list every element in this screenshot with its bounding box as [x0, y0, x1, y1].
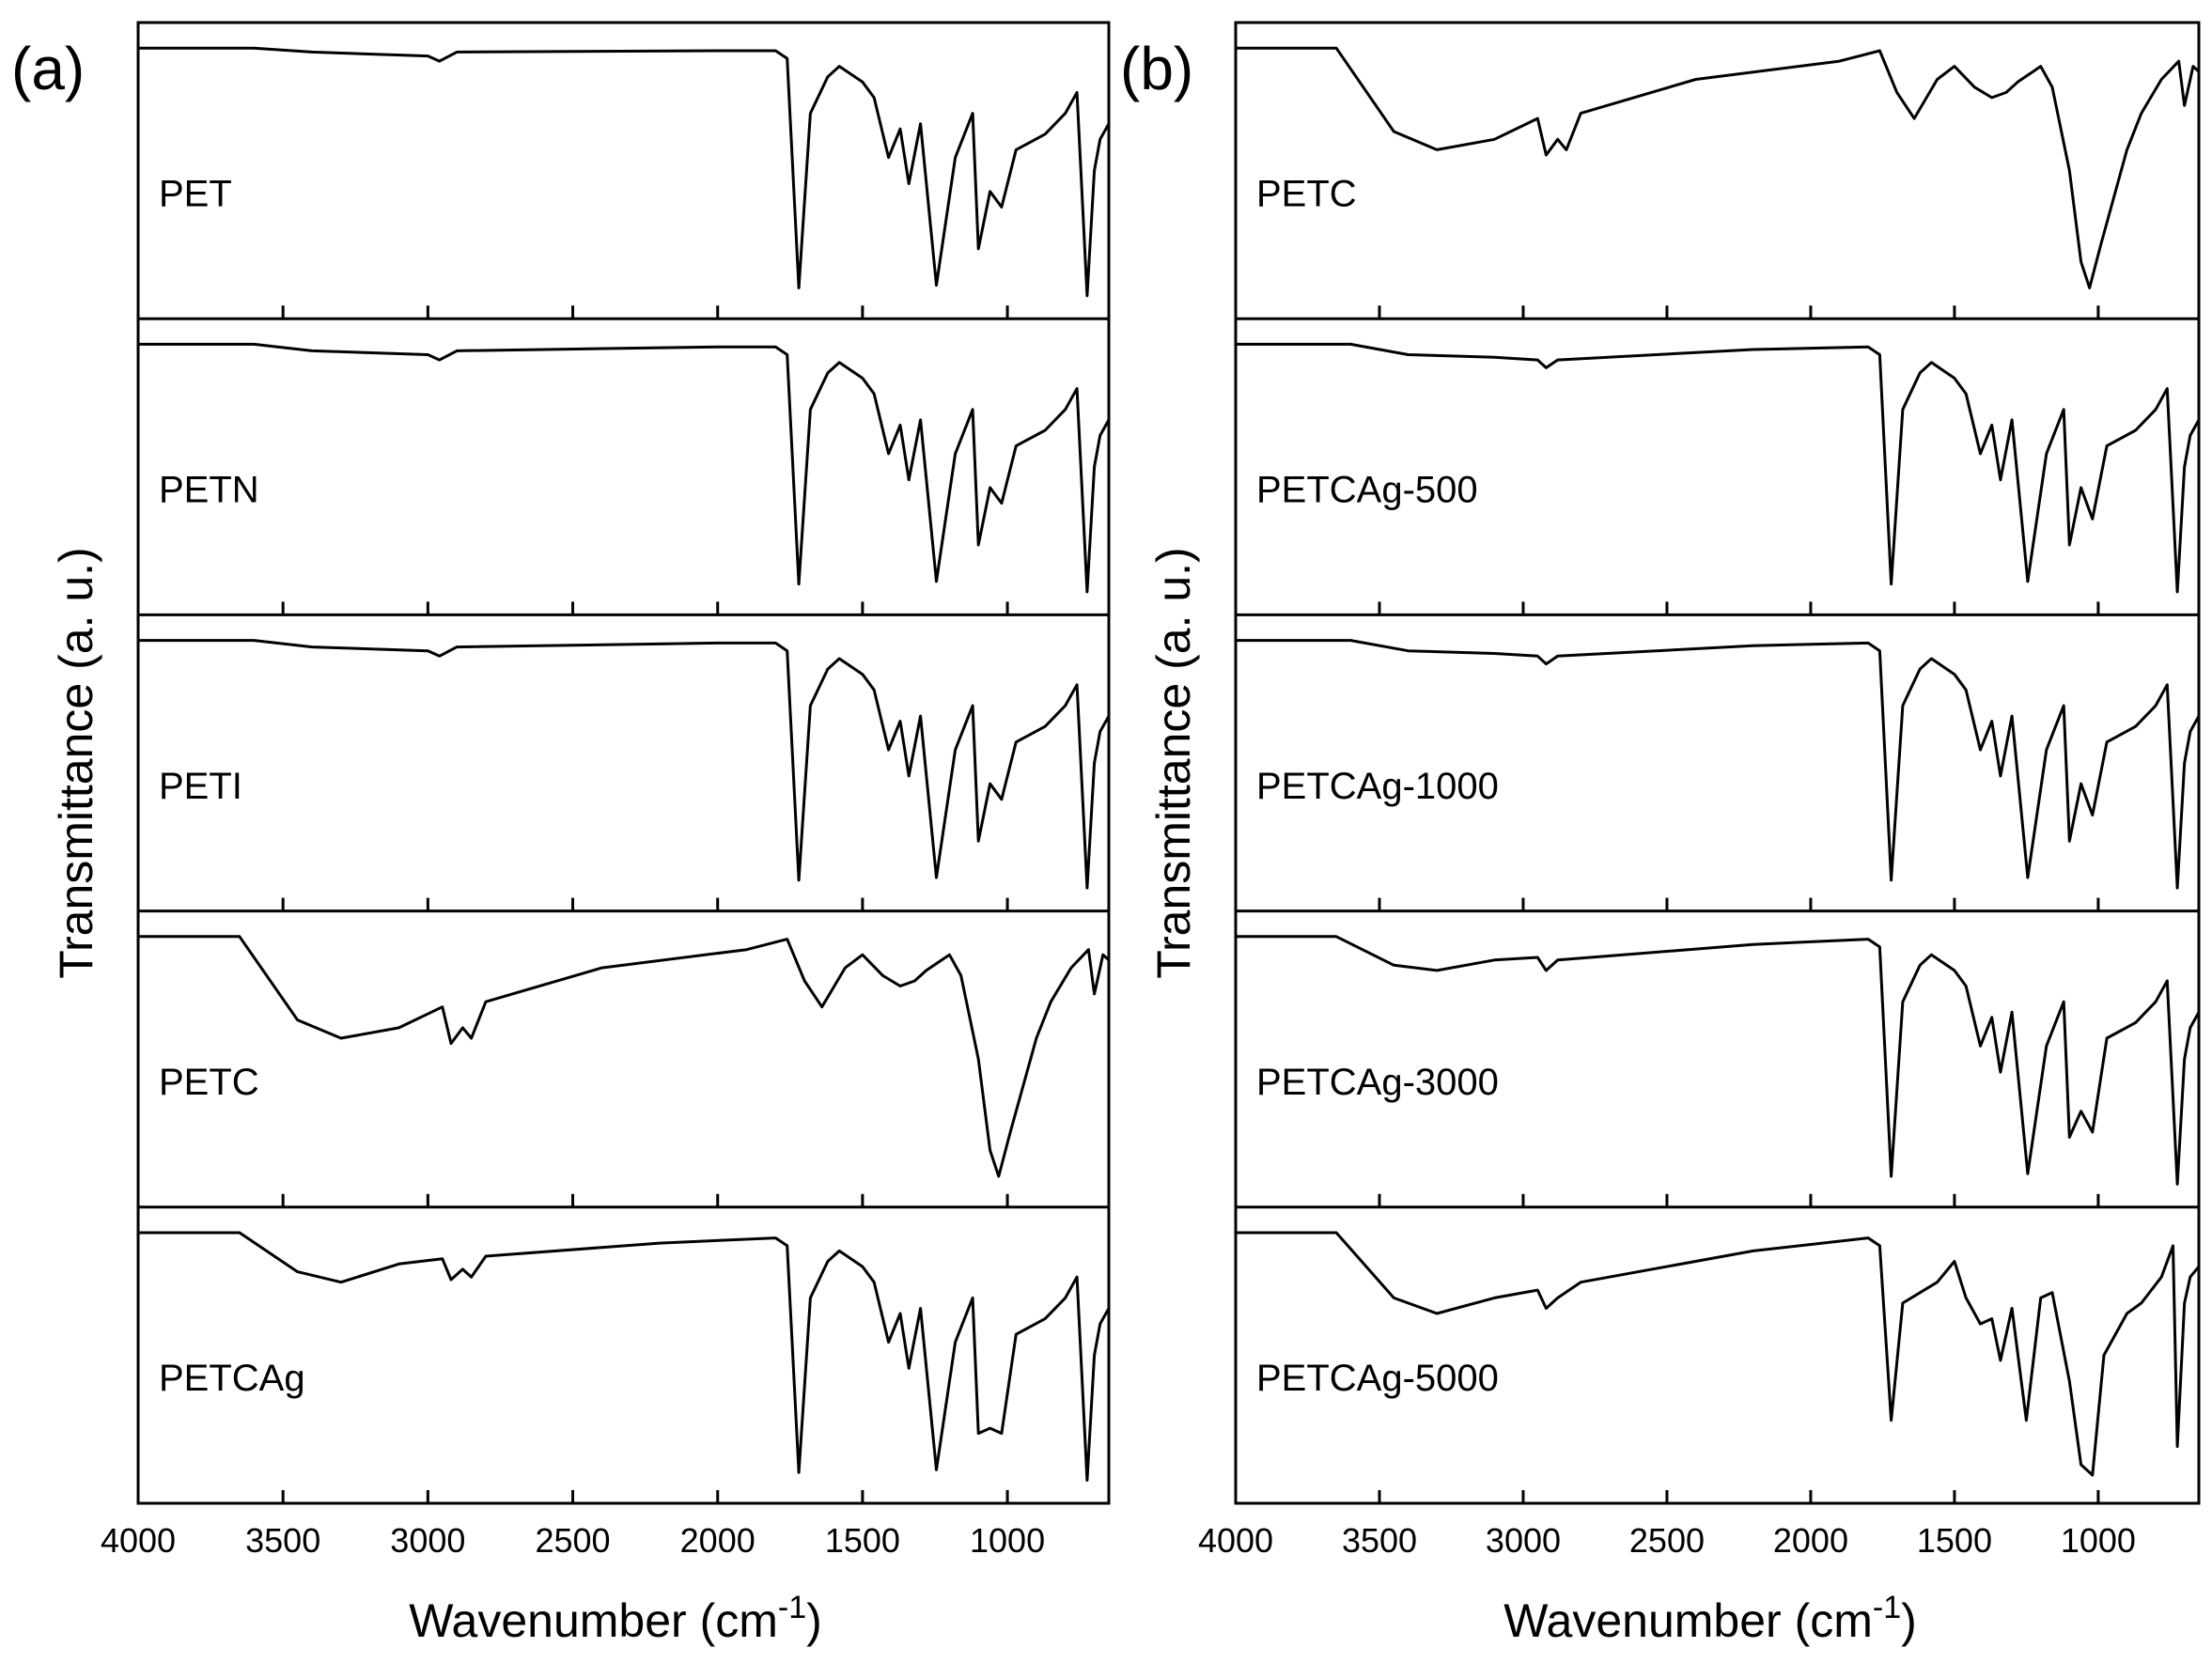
series-line-petn [136, 342, 1111, 594]
series-label: PETN [159, 470, 259, 511]
series-label: PETC [159, 1062, 259, 1103]
x-tick-label: 2000 [1773, 1521, 1848, 1560]
series-label: PETC [1256, 173, 1357, 214]
series-line-petcag-5000 [1234, 1231, 2201, 1477]
x-axis-label: Wavenumber (cm-1) [1503, 1590, 1917, 1647]
series-line-petcag-1000 [1234, 639, 2201, 890]
series-line-pet [136, 46, 1111, 298]
chart-panel-0: PET PETN PETI PETC PETCAg 4000 3500 3000 2500 200… [11, 21, 1111, 1647]
x-tick-label: 3500 [245, 1521, 320, 1560]
x-tick-label: 4000 [1198, 1521, 1273, 1560]
x-tick-label: 3000 [1486, 1521, 1561, 1560]
series-line-petcag-3000 [1234, 935, 2201, 1186]
x-tick-label: 2500 [535, 1521, 610, 1560]
plot-frame [136, 21, 1111, 1505]
series-line-petcag-500 [1234, 342, 2201, 594]
series-label: PETCAg-5000 [1256, 1358, 1499, 1399]
x-tick-label: 4000 [101, 1521, 176, 1560]
x-tick-label: 2500 [1629, 1521, 1705, 1560]
x-axis-label: Wavenumber (cm-1) [409, 1590, 822, 1647]
y-axis-label: Transmittance (a. u.) [50, 547, 102, 978]
series-line-petc [1234, 46, 2201, 289]
plot-frame [1234, 21, 2201, 1505]
panel-label: (a) [11, 35, 85, 102]
panel-label: (b) [1120, 35, 1193, 102]
x-tick-label: 3000 [390, 1521, 465, 1560]
series-label: PETCAg-1000 [1256, 766, 1499, 807]
series-label: PETCAg-500 [1256, 470, 1478, 511]
series-label: PETCAg-3000 [1256, 1062, 1499, 1103]
y-axis-label: Transmittance (a. u.) [1147, 547, 1200, 978]
series-label: PET [159, 173, 232, 214]
series-line-peti [136, 639, 1111, 890]
x-tick-label: 1500 [825, 1521, 900, 1560]
x-tick-label: 2000 [680, 1521, 756, 1560]
x-tick-label: 1000 [2061, 1521, 2136, 1560]
series-label: PETCAg [159, 1358, 305, 1399]
x-tick-label: 3500 [1342, 1521, 1417, 1560]
x-tick-label: 1500 [1917, 1521, 1992, 1560]
series-line-petc [136, 935, 1111, 1178]
x-tick-label: 1000 [970, 1521, 1045, 1560]
chart-panel-1: PETC PETCAg-500 PETCAg-1000 PETCAg-3000 PETC… [1120, 21, 2201, 1647]
series-label: PETI [159, 766, 242, 807]
series-line-petcag [136, 1231, 1111, 1482]
